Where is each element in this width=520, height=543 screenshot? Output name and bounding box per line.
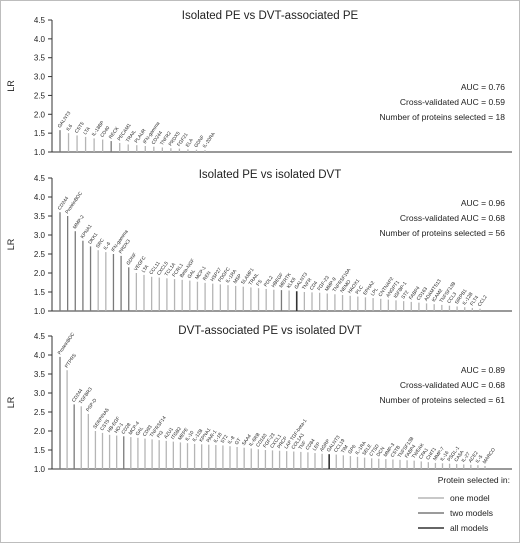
- bar-label: LPL: [370, 287, 380, 298]
- y-tick-label: 4.5: [34, 332, 46, 341]
- bar-label: FLT4: [469, 295, 480, 308]
- cv-auc-label: Cross-validated AUC = 0.68: [400, 213, 505, 223]
- bar-label: ELA: [185, 137, 196, 149]
- bar-label: GT: [234, 437, 243, 446]
- y-tick-label: 4.5: [34, 16, 46, 25]
- bar-label: IL-10: [184, 430, 195, 443]
- y-tick-label: 4.0: [34, 193, 46, 202]
- protein-count-label: Number of proteins selected = 61: [380, 395, 506, 405]
- bar-label: REN: [202, 270, 213, 282]
- legend-label-one-model: one model: [450, 493, 490, 503]
- panel-title: DVT-associated PE vs isolated DVT: [178, 325, 361, 337]
- y-tick-label: 1.5: [34, 446, 46, 455]
- bar-label: DCN: [375, 445, 386, 457]
- legend: Protein selected in: one model two model…: [418, 475, 510, 533]
- bar-label: SRC: [95, 237, 106, 249]
- auc-label: AUC = 0.96: [461, 198, 505, 208]
- y-tick-label: 1.0: [34, 307, 46, 316]
- y-tick-label: 2.5: [34, 250, 46, 259]
- y-tick-label: 3.5: [34, 54, 46, 63]
- y-tick-label: 1.5: [34, 288, 46, 297]
- auc-label: AUC = 0.76: [461, 82, 505, 92]
- bar-label: IL-5: [475, 454, 485, 464]
- legend-title: Protein selected in:: [438, 475, 510, 485]
- y-axis-label: LR: [6, 238, 16, 250]
- bar-label: IL-16: [439, 450, 450, 463]
- y-tick-label: 1.0: [34, 465, 46, 474]
- auc-label: AUC = 0.89: [461, 365, 505, 375]
- y-tick-label: 1.5: [34, 129, 46, 138]
- bar-label: IL6: [65, 123, 74, 132]
- bar-label: TIM: [340, 444, 350, 454]
- bar-label: GAL: [135, 425, 146, 437]
- bar-label: HO-1: [113, 422, 125, 435]
- bar-label: ST2: [220, 434, 230, 445]
- bar-label: PLC: [355, 284, 366, 296]
- panel-isolated-pe-vs-isolated-dvt: Isolated PE vs isolated DVT AUC = 0.96 C…: [6, 169, 512, 316]
- y-tick-label: 1.0: [34, 148, 46, 157]
- legend-label-all-models: all models: [450, 523, 488, 533]
- y-tick-label: 2.0: [34, 269, 46, 278]
- bar-label: GP6: [347, 444, 358, 456]
- bar-label: TNF: [298, 440, 308, 451]
- cv-auc-label: Cross-validated AUC = 0.59: [400, 97, 505, 107]
- bar-label: FS: [255, 279, 263, 287]
- bar-label: IL-8: [227, 435, 237, 445]
- cv-auc-label: Cross-validated AUC = 0.68: [400, 380, 505, 390]
- y-tick-label: 4.5: [34, 174, 46, 183]
- bar-label: ST2: [400, 289, 410, 300]
- y-tick-label: 3.0: [34, 73, 46, 82]
- y-tick-label: 3.5: [34, 370, 46, 379]
- y-tick-label: 2.0: [34, 427, 46, 436]
- y-tick-label: 3.0: [34, 389, 46, 398]
- panel-title: Isolated PE vs DVT-associated PE: [182, 10, 359, 22]
- bar-label: LTA: [82, 125, 92, 136]
- y-tick-label: 4.0: [34, 351, 46, 360]
- y-tick-label: 2.5: [34, 408, 46, 417]
- protein-count-label: Number of proteins selected = 18: [380, 112, 506, 122]
- bar-label: PDL2: [263, 275, 275, 289]
- y-tick-label: 2.5: [34, 91, 46, 100]
- y-tick-label: 3.5: [34, 212, 46, 221]
- bar-label: PI3: [156, 430, 165, 440]
- protein-count-label: Number of proteins selected = 56: [380, 228, 506, 238]
- y-tick-label: 3.0: [34, 231, 46, 240]
- bar-label: CD4: [309, 280, 320, 292]
- legend-label-two-models: two models: [450, 508, 493, 518]
- y-axis-label: LR: [6, 80, 16, 92]
- y-tick-label: 4.0: [34, 35, 46, 44]
- panel-title: Isolated PE vs isolated DVT: [199, 169, 342, 181]
- bar-label: LTA: [141, 263, 151, 274]
- y-axis-label: LR: [6, 396, 16, 408]
- bar-label: IL-27: [460, 451, 471, 464]
- bar-label: GAL: [187, 268, 198, 280]
- bar-label: IL-6: [103, 241, 113, 251]
- y-tick-label: 2.0: [34, 110, 46, 119]
- bar-label: IL-18: [213, 432, 224, 445]
- bar-label: KLK6: [286, 276, 298, 289]
- bar-label: LEP: [312, 441, 322, 452]
- bar-label: SELE: [361, 443, 373, 457]
- bar-label: MSP: [232, 273, 243, 285]
